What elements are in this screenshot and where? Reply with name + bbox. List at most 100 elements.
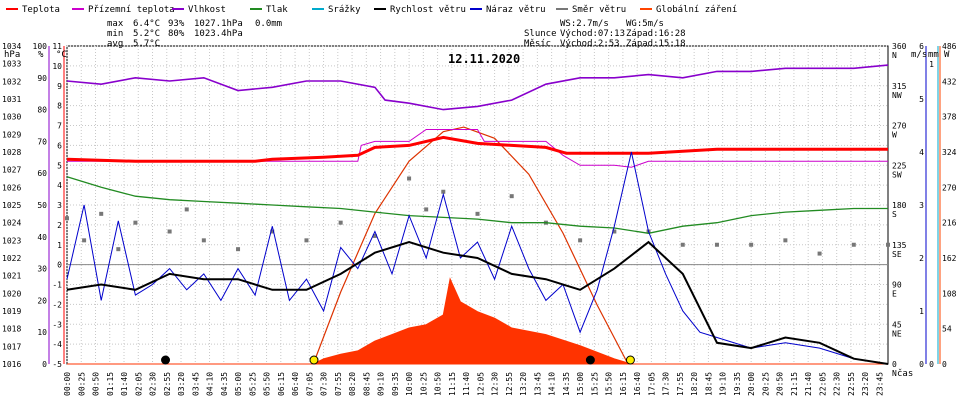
- dir-tick: 270: [892, 122, 907, 131]
- wind-direction-point: [509, 194, 514, 199]
- x-tick: 10:25: [419, 372, 428, 396]
- w-tick: 432: [942, 77, 957, 86]
- hpa-tick: 1016: [2, 360, 21, 369]
- wind-direction-point: [851, 242, 856, 247]
- x-tick: 11:40: [462, 372, 471, 396]
- x-tick: 16:15: [619, 372, 628, 396]
- x-tick: 13:20: [519, 372, 528, 396]
- wind-direction-point: [133, 220, 138, 225]
- dir-label: SE: [892, 250, 902, 259]
- hpa-tick: 1029: [2, 130, 21, 139]
- c-tick: 7: [57, 122, 62, 131]
- x-tick: 21:40: [804, 372, 813, 396]
- x-tick: 03:45: [191, 372, 200, 396]
- wind-direction-point: [270, 229, 275, 234]
- x-tick: 20:00: [747, 372, 756, 396]
- x-tick: 12:05: [476, 372, 485, 396]
- dir-tick: 360: [892, 42, 907, 51]
- x-tick: 22:55: [847, 372, 856, 396]
- x-tick: 06:40: [291, 372, 300, 396]
- stat-label: max: [107, 19, 124, 29]
- temperature-line: [66, 135, 888, 163]
- pct-tick: 20: [37, 296, 47, 305]
- legend-label: Rychlost větru: [390, 5, 466, 15]
- pct-tick: 0: [42, 360, 47, 369]
- stat-label: avg: [107, 39, 123, 49]
- pct-tick: 50: [37, 201, 47, 210]
- pct-tick: 100: [33, 42, 48, 51]
- wind-direction-point: [167, 229, 172, 234]
- dir-tick: 315: [892, 82, 907, 91]
- wind-direction-point: [338, 220, 343, 225]
- pressure-line: [66, 176, 888, 234]
- clear-sky-curve: [312, 126, 629, 365]
- info-sunrise: Východ:07:13: [560, 29, 625, 39]
- mm-tick: 1: [929, 60, 934, 69]
- w-tick: 324: [942, 148, 957, 157]
- c-tick: 11: [52, 42, 62, 51]
- x-tick: 14:10: [548, 372, 557, 396]
- x-tick: 15:25: [590, 372, 599, 396]
- c-tick: 5: [57, 161, 62, 170]
- pct-tick: 60: [37, 169, 47, 178]
- hpa-tick: 1020: [2, 289, 21, 298]
- ms-tick: 5: [919, 95, 924, 104]
- wind-direction-point: [886, 242, 890, 247]
- stat-temp: 6.4°C: [133, 19, 160, 29]
- x-tick: 08:45: [362, 372, 371, 396]
- x-tick: 20:50: [776, 372, 785, 396]
- stat-pressure: 1027.1hPa: [194, 19, 243, 29]
- info-wind-speed: WS:2.7m/s: [560, 19, 609, 29]
- legend-label: Náraz větru: [486, 5, 546, 15]
- hpa-tick: 1030: [2, 113, 21, 122]
- w-tick: 108: [942, 289, 957, 298]
- x-tick: 09:10: [377, 372, 386, 396]
- dir-tick: 0: [892, 360, 897, 369]
- dir-tick: 225: [892, 161, 907, 170]
- c-tick: -2: [52, 300, 62, 309]
- dir-label: N: [892, 51, 897, 60]
- wind-direction-point: [372, 233, 377, 238]
- wind-speed-line: [66, 240, 889, 365]
- hpa-tick: 1018: [2, 325, 21, 334]
- stat-pressure: 1023.4hPa: [194, 29, 243, 39]
- x-tick: 12:30: [491, 372, 500, 396]
- x-tick: 20:25: [761, 372, 770, 396]
- hpa-tick: 1022: [2, 254, 21, 263]
- x-tick: 15:50: [605, 372, 614, 396]
- hpa-tick: 1021: [2, 272, 21, 281]
- ms-tick: 4: [919, 148, 924, 157]
- x-tick: 13:45: [533, 372, 542, 396]
- x-axis-title: čas: [897, 368, 913, 379]
- hpa-tick: 1027: [2, 166, 21, 175]
- c-tick: -5: [52, 360, 62, 369]
- wind-direction-point: [783, 238, 788, 243]
- pct-tick: 80: [37, 106, 47, 115]
- hpa-tick: 1023: [2, 236, 21, 245]
- wind-direction-point: [749, 242, 754, 247]
- hpa-tick: 1034: [2, 42, 21, 51]
- dir-tick: 180: [892, 201, 907, 210]
- x-tick: 23:20: [861, 372, 870, 396]
- sunset-marker: [625, 355, 635, 365]
- c-tick: 9: [57, 82, 62, 91]
- ms-axis-title: m/s: [911, 50, 927, 60]
- w-tick: 162: [942, 254, 957, 263]
- mm-tick: 0: [929, 360, 934, 369]
- dir-label: E: [892, 290, 897, 299]
- wind-direction-point: [407, 176, 412, 181]
- hpa-tick: 1019: [2, 307, 21, 316]
- legend-label: Teplota: [22, 5, 60, 15]
- x-tick: 18:20: [690, 372, 699, 396]
- wind-direction-point: [116, 247, 121, 252]
- stat-temp: 5.7°C: [133, 39, 160, 49]
- ms-tick: 1: [919, 307, 924, 316]
- pct-tick: 70: [37, 137, 47, 146]
- mm-axis-title: mm: [928, 50, 939, 60]
- x-tick: 02:30: [149, 372, 158, 396]
- dir-label: NW: [892, 91, 902, 100]
- pct-tick: 30: [37, 265, 47, 274]
- x-tick: 19:10: [719, 372, 728, 396]
- legend-label: Tlak: [266, 5, 288, 15]
